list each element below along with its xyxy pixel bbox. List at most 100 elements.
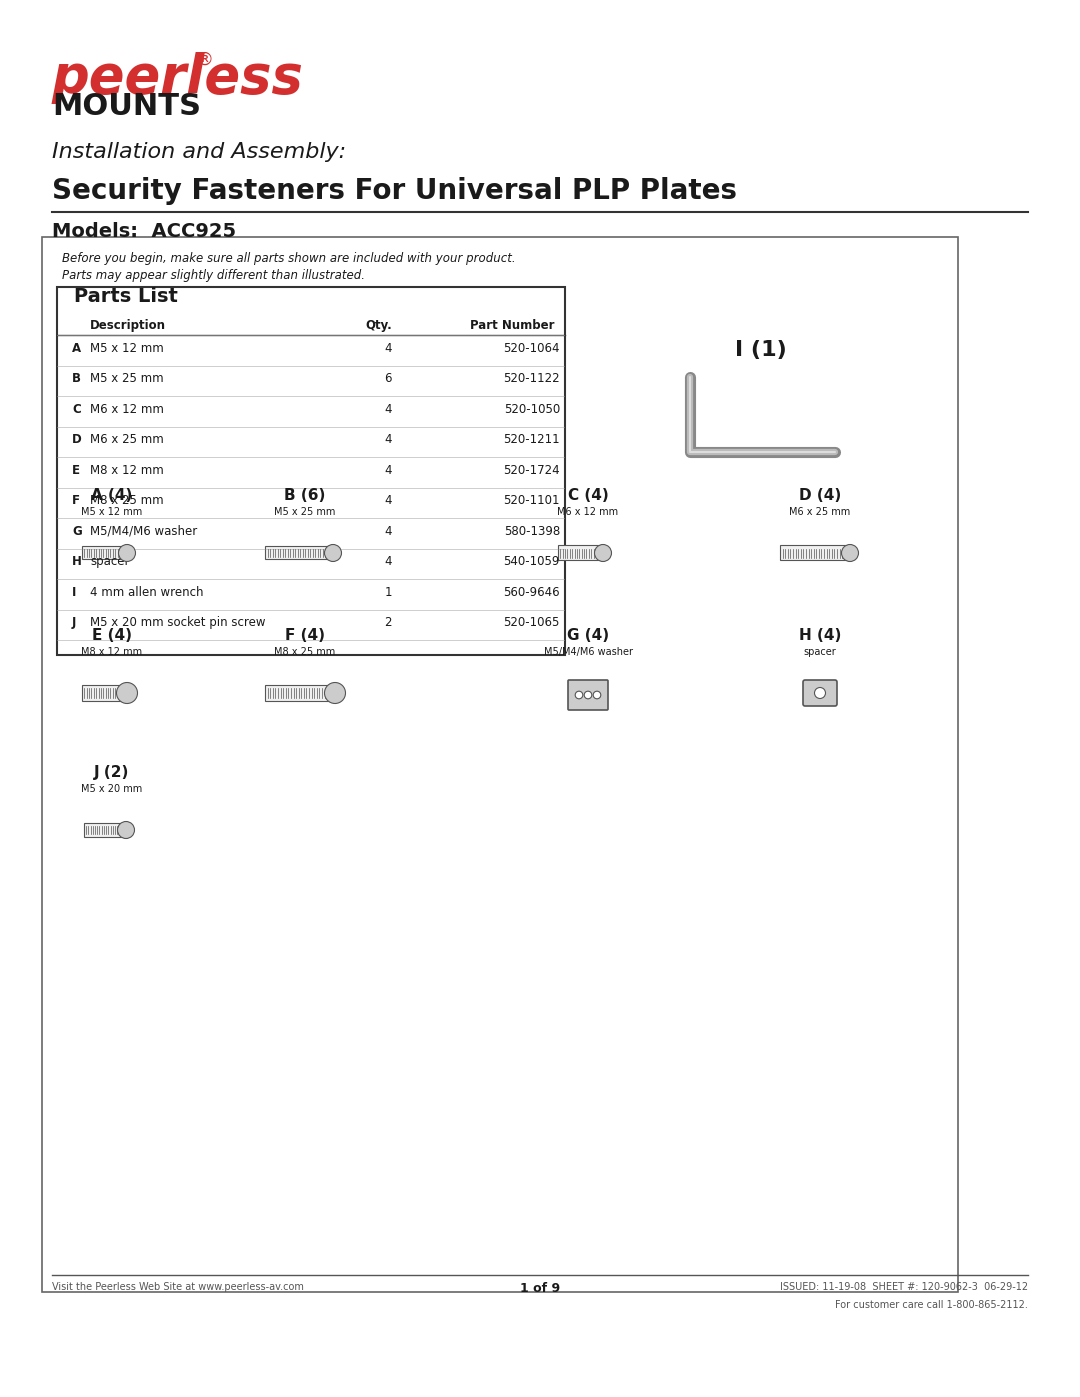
Bar <box>780 545 850 560</box>
Circle shape <box>119 545 135 562</box>
Text: G (4): G (4) <box>567 629 609 643</box>
Text: M8 x 12 mm: M8 x 12 mm <box>90 464 164 476</box>
Bar <box>57 286 565 655</box>
Text: D (4): D (4) <box>799 488 841 503</box>
Text: M8 x 25 mm: M8 x 25 mm <box>274 647 336 657</box>
Bar <box>57 488 564 518</box>
Text: 520-1211: 520-1211 <box>503 433 561 446</box>
Text: 580-1398: 580-1398 <box>503 525 561 538</box>
Bar <box>57 426 564 457</box>
Text: peerless: peerless <box>52 52 303 103</box>
Text: 520-1064: 520-1064 <box>503 342 561 355</box>
Circle shape <box>324 545 341 562</box>
Text: I: I <box>72 585 77 599</box>
Text: M6 x 25 mm: M6 x 25 mm <box>789 507 851 517</box>
Text: 2: 2 <box>384 616 392 629</box>
Bar <box>558 545 603 560</box>
Text: MOUNTS: MOUNTS <box>52 92 201 122</box>
Text: Parts List: Parts List <box>75 286 178 306</box>
Text: 520-1122: 520-1122 <box>503 372 561 386</box>
Bar <box>57 518 564 549</box>
Text: M5 x 12 mm: M5 x 12 mm <box>90 342 164 355</box>
Text: 520-1050: 520-1050 <box>503 402 561 416</box>
Text: H (4): H (4) <box>799 629 841 643</box>
Text: Installation and Assembly:: Installation and Assembly: <box>52 142 346 162</box>
FancyBboxPatch shape <box>804 680 837 705</box>
Text: Parts may appear slightly different than illustrated.: Parts may appear slightly different than… <box>62 270 365 282</box>
Bar <box>57 549 564 578</box>
Circle shape <box>117 683 137 704</box>
Bar <box>265 685 335 701</box>
Bar <box>82 685 127 701</box>
Bar <box>57 395 564 426</box>
Text: 4: 4 <box>384 464 392 476</box>
Bar <box>42 237 958 1292</box>
Text: 4: 4 <box>384 342 392 355</box>
Bar <box>57 578 564 609</box>
Text: Part Number: Part Number <box>471 319 555 332</box>
Text: Security Fasteners For Universal PLP Plates: Security Fasteners For Universal PLP Pla… <box>52 177 737 205</box>
Text: 4: 4 <box>384 402 392 416</box>
Text: spacer: spacer <box>90 555 130 569</box>
Text: C: C <box>72 402 81 416</box>
Text: M5/M4/M6 washer: M5/M4/M6 washer <box>90 525 198 538</box>
Text: 520-1101: 520-1101 <box>503 495 561 507</box>
Text: 4: 4 <box>384 525 392 538</box>
Text: Visit the Peerless Web Site at www.peerless-av.com: Visit the Peerless Web Site at www.peerl… <box>52 1282 303 1292</box>
Text: B: B <box>72 372 81 386</box>
Text: F: F <box>72 495 80 507</box>
FancyBboxPatch shape <box>568 680 608 710</box>
Bar <box>57 457 564 488</box>
Text: 4 mm allen wrench: 4 mm allen wrench <box>90 585 203 599</box>
Circle shape <box>594 545 611 562</box>
Circle shape <box>576 692 583 698</box>
Circle shape <box>584 692 592 698</box>
Text: M6 x 12 mm: M6 x 12 mm <box>557 507 619 517</box>
Text: E: E <box>72 464 80 476</box>
Text: G: G <box>72 525 82 538</box>
Text: spacer: spacer <box>804 647 836 657</box>
Text: B (6): B (6) <box>284 488 326 503</box>
Text: C (4): C (4) <box>568 488 608 503</box>
Text: M5 x 25 mm: M5 x 25 mm <box>90 372 164 386</box>
Text: 520-1724: 520-1724 <box>503 464 561 476</box>
Text: Description: Description <box>90 319 166 332</box>
Text: 540-1059: 540-1059 <box>503 555 561 569</box>
Text: M5/M4/M6 washer: M5/M4/M6 washer <box>543 647 633 657</box>
Text: I (1): I (1) <box>735 339 786 360</box>
Text: M5 x 20 mm: M5 x 20 mm <box>81 784 143 793</box>
Bar <box>84 823 126 837</box>
Text: E (4): E (4) <box>92 629 132 643</box>
Text: M6 x 25 mm: M6 x 25 mm <box>90 433 164 446</box>
Text: Before you begin, make sure all parts shown are included with your product.: Before you begin, make sure all parts sh… <box>62 251 515 265</box>
Text: 1 of 9: 1 of 9 <box>519 1282 561 1295</box>
Text: 560-9646: 560-9646 <box>503 585 561 599</box>
Bar <box>57 609 564 640</box>
Circle shape <box>841 545 859 562</box>
Text: Qty.: Qty. <box>365 319 392 332</box>
Circle shape <box>324 683 346 704</box>
Text: M5 x 20 mm socket pin screw: M5 x 20 mm socket pin screw <box>90 616 266 629</box>
Circle shape <box>593 692 600 698</box>
Text: For customer care call 1-800-865-2112.: For customer care call 1-800-865-2112. <box>835 1301 1028 1310</box>
Bar <box>57 335 564 366</box>
Text: A: A <box>72 342 81 355</box>
Bar <box>265 546 333 560</box>
Text: M8 x 12 mm: M8 x 12 mm <box>81 647 143 657</box>
Text: ®: ® <box>195 52 213 68</box>
Bar <box>82 546 127 560</box>
Text: H: H <box>72 555 82 569</box>
Text: J (2): J (2) <box>94 766 130 780</box>
Circle shape <box>118 821 135 838</box>
Text: M5 x 25 mm: M5 x 25 mm <box>274 507 336 517</box>
Text: J: J <box>72 616 77 629</box>
Text: 4: 4 <box>384 555 392 569</box>
Text: F (4): F (4) <box>285 629 325 643</box>
Text: 4: 4 <box>384 495 392 507</box>
Text: M8 x 25 mm: M8 x 25 mm <box>90 495 164 507</box>
Circle shape <box>814 687 825 698</box>
Text: 520-1065: 520-1065 <box>503 616 561 629</box>
Text: 6: 6 <box>384 372 392 386</box>
Text: 1: 1 <box>384 585 392 599</box>
Text: Models:  ACC925: Models: ACC925 <box>52 222 237 242</box>
